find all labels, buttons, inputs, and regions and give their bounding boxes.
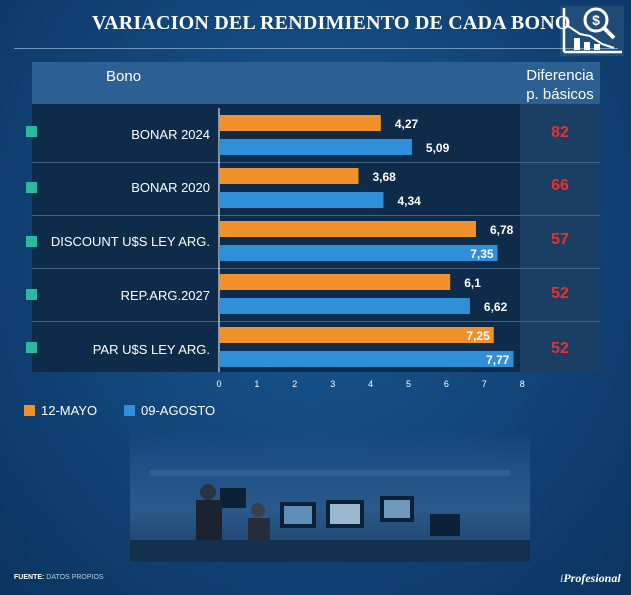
row-marker xyxy=(26,289,37,300)
legend-item-09-agosto: 09-AGOSTO xyxy=(124,403,215,418)
data-label: 3,68 xyxy=(372,170,396,184)
money-chart-icon: $ xyxy=(560,6,624,56)
bar-12-mayo-3 xyxy=(219,274,451,290)
brand-prefix: i xyxy=(560,571,564,585)
data-label: 6,62 xyxy=(484,300,508,314)
data-label: 4,34 xyxy=(397,194,421,208)
data-label: 7,25 xyxy=(466,329,490,343)
bar-09-agosto-0 xyxy=(219,139,412,155)
diferencia-value: 52 xyxy=(551,285,569,302)
row-marker xyxy=(26,342,37,353)
bar-09-agosto-2 xyxy=(219,245,498,261)
x-tick-label: 3 xyxy=(330,379,335,389)
data-label: 6,78 xyxy=(490,223,514,237)
chart-panel xyxy=(32,62,600,372)
brand-logo: iProfesional xyxy=(560,571,621,586)
bar-12-mayo-4 xyxy=(219,327,494,343)
row-divider xyxy=(32,215,520,216)
x-tick-label: 4 xyxy=(368,379,373,389)
data-label: 6,1 xyxy=(464,276,481,290)
chart-title: VARIACION DEL RENDIMIENTO DE CADA BONO xyxy=(92,12,571,34)
bar-12-mayo-2 xyxy=(219,221,476,237)
legend-label-12-mayo: 12-MAYO xyxy=(41,403,98,418)
bond-label: BONAR 2024 xyxy=(131,127,210,142)
bond-label: REP.ARG.2027 xyxy=(120,288,210,303)
diferencia-column xyxy=(520,104,600,372)
x-tick-label: 1 xyxy=(254,379,259,389)
data-label: 7,35 xyxy=(470,247,494,261)
row-divider xyxy=(32,162,520,163)
x-tick-label: 6 xyxy=(444,379,449,389)
title-divider xyxy=(14,48,618,49)
source-note: FUENTE: DATOS PROPIOS xyxy=(14,574,104,581)
bar-chart: 4,27 5,09 3,684,34 6,78 7,35 6,16,62 7,25 7,77 0… xyxy=(216,108,525,389)
bar-12-mayo-1 xyxy=(219,168,359,184)
row-divider xyxy=(520,268,600,269)
bar-12-mayo-0 xyxy=(219,115,381,131)
row-divider xyxy=(32,321,520,322)
diferencia-value: 52 xyxy=(551,340,569,357)
data-label: 4,27 xyxy=(395,117,419,131)
trading-floor-photo xyxy=(130,430,530,562)
header-diferencia-line2: p. básicos xyxy=(526,86,594,103)
row-marker xyxy=(26,236,37,247)
header-diferencia: Diferencia p. básicos xyxy=(520,66,600,104)
x-tick-label: 0 xyxy=(216,379,221,389)
source-label: FUENTE: xyxy=(14,574,45,581)
bar-09-agosto-1 xyxy=(219,192,384,208)
legend-item-12-mayo: 12-MAYO xyxy=(24,403,97,418)
legend-swatch-12-mayo xyxy=(24,405,35,416)
header-bono: Bono xyxy=(106,68,142,85)
legend-label-09-agosto: 09-AGOSTO xyxy=(141,403,216,418)
bond-label: DISCOUNT U$S LEY ARG. xyxy=(50,234,210,249)
row-marker xyxy=(26,126,37,137)
bar-09-agosto-4 xyxy=(219,351,514,367)
diferencia-value: 82 xyxy=(551,124,569,141)
x-tick-label: 2 xyxy=(292,379,297,389)
brand-name: Profesional xyxy=(563,571,621,585)
bar-09-agosto-3 xyxy=(219,298,470,314)
row-divider xyxy=(520,215,600,216)
data-label: 7,77 xyxy=(486,353,510,367)
x-tick-label: 8 xyxy=(520,379,525,389)
bond-label: BONAR 2020 xyxy=(131,180,210,195)
legend-swatch-09-agosto xyxy=(124,405,135,416)
x-tick-label: 5 xyxy=(406,379,411,389)
row-marker xyxy=(26,182,37,193)
header-diferencia-line1: Diferencia xyxy=(526,67,594,84)
diferencia-value: 57 xyxy=(551,231,569,248)
source-text: DATOS PROPIOS xyxy=(46,574,104,581)
svg-text:$: $ xyxy=(592,12,600,28)
row-divider xyxy=(32,268,520,269)
table-header xyxy=(32,62,600,104)
data-label: 5,09 xyxy=(426,141,450,155)
diferencia-value: 66 xyxy=(551,177,569,194)
row-divider xyxy=(520,321,600,322)
row-divider xyxy=(520,162,600,163)
x-tick-label: 7 xyxy=(482,379,487,389)
bond-label: PAR U$S LEY ARG. xyxy=(92,342,210,357)
